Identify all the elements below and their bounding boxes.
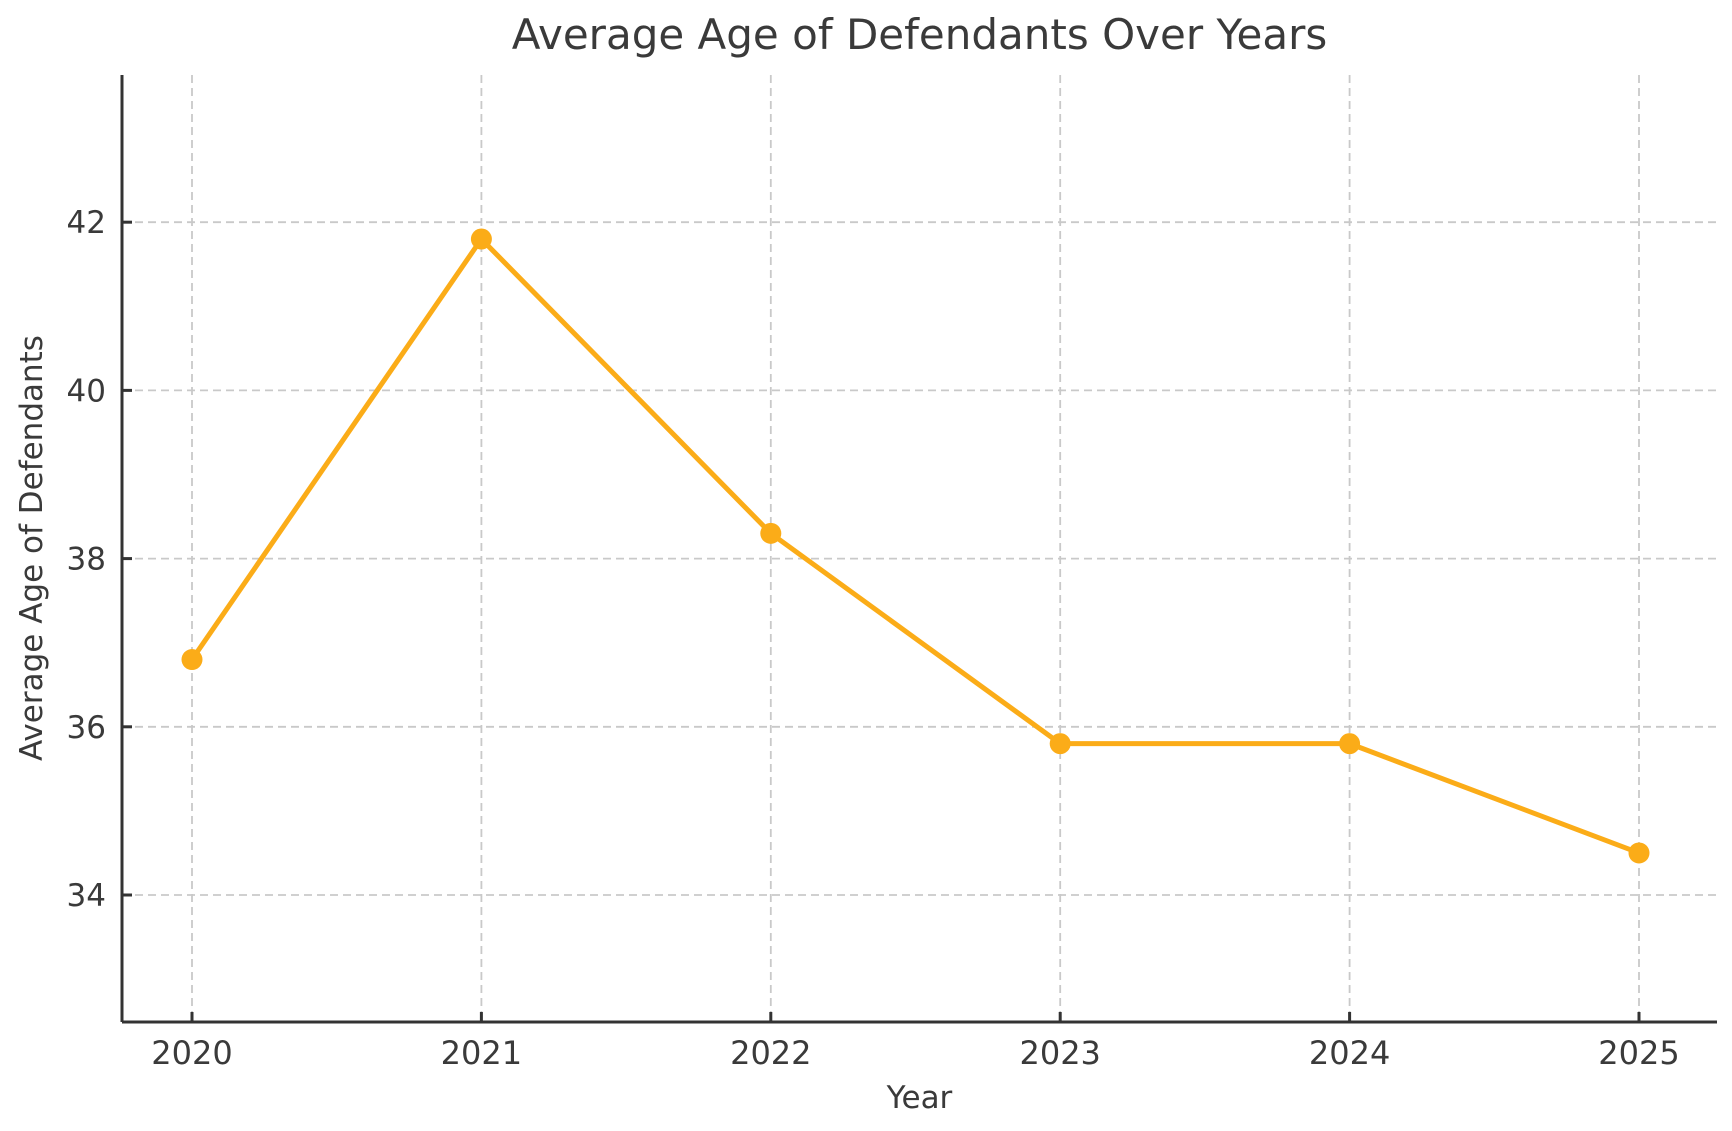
x-tick-label: 2023 [1019,1034,1100,1072]
chart-title: Average Age of Defendants Over Years [511,10,1328,59]
data-point-2022 [760,522,782,544]
y-tick-label: 36 [67,710,106,746]
x-tick-label: 2025 [1598,1034,1679,1072]
y-tick-label: 40 [67,373,106,409]
data-point-2023 [1049,733,1071,755]
data-point-2025 [1628,842,1650,864]
y-tick-label: 38 [67,542,106,578]
y-tick-label: 42 [67,205,106,241]
x-axis-label: Year [886,1080,953,1116]
data-line [189,236,1642,856]
data-point-2021 [470,228,492,250]
data-point-2024 [1339,733,1361,755]
y-tick-label: 34 [67,878,106,914]
x-tick-label: 2020 [151,1034,232,1072]
x-tick-label: 2024 [1309,1034,1390,1072]
x-tick-label: 2021 [441,1034,522,1072]
data-point-2020 [181,649,203,671]
x-tick-label: 2022 [730,1034,811,1072]
